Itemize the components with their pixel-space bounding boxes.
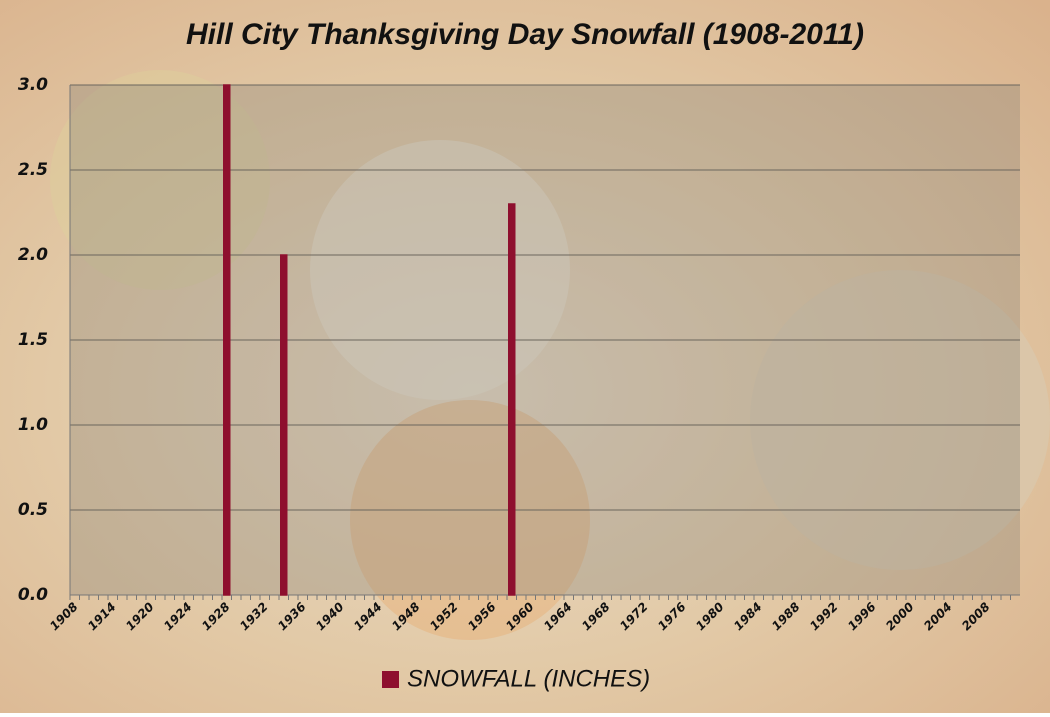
bar [508, 203, 516, 596]
legend: SNOWFALL (INCHES) [382, 665, 650, 692]
legend-label: SNOWFALL (INCHES) [407, 665, 650, 692]
chart-title: Hill City Thanksgiving Day Snowfall (190… [186, 18, 864, 51]
decor [310, 140, 570, 400]
y-tick-label: 2.0 [18, 245, 48, 265]
decor [350, 400, 590, 640]
y-tick-label: 0.5 [18, 500, 48, 520]
legend-swatch [382, 671, 399, 688]
y-tick-label: 2.5 [18, 160, 48, 180]
y-tick-label: 3.0 [18, 75, 48, 95]
decor [50, 70, 270, 290]
y-tick-label: 1.5 [18, 330, 48, 350]
y-tick-label: 0.0 [18, 585, 48, 605]
bar [223, 84, 231, 596]
decor [750, 270, 1050, 570]
bar [280, 254, 288, 596]
y-tick-label: 1.0 [18, 415, 48, 435]
